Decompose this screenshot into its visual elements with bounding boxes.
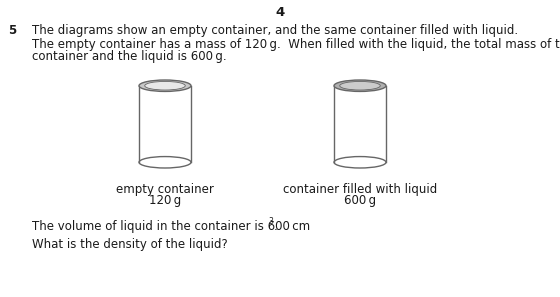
Polygon shape [139, 86, 191, 162]
Text: The empty container has a mass of 120 g.  When filled with the liquid, the total: The empty container has a mass of 120 g.… [32, 38, 560, 51]
Text: empty container: empty container [116, 183, 214, 196]
Text: 5: 5 [8, 24, 16, 37]
Text: container and the liquid is 600 g.: container and the liquid is 600 g. [32, 50, 227, 63]
Polygon shape [334, 86, 386, 162]
Text: 120 g: 120 g [149, 194, 181, 207]
Text: .: . [274, 220, 278, 233]
Text: What is the density of the liquid?: What is the density of the liquid? [32, 238, 228, 251]
Text: 600 g: 600 g [344, 194, 376, 207]
Text: The diagrams show an empty container, and the same container filled with liquid.: The diagrams show an empty container, an… [32, 24, 518, 37]
Text: The volume of liquid in the container is 600 cm: The volume of liquid in the container is… [32, 220, 310, 233]
Ellipse shape [139, 157, 191, 168]
Text: 3: 3 [268, 217, 273, 227]
Ellipse shape [139, 80, 191, 91]
Text: 4: 4 [276, 6, 284, 19]
Ellipse shape [334, 157, 386, 168]
Ellipse shape [144, 81, 185, 90]
Ellipse shape [334, 80, 386, 91]
Text: container filled with liquid: container filled with liquid [283, 183, 437, 196]
Ellipse shape [340, 81, 380, 90]
